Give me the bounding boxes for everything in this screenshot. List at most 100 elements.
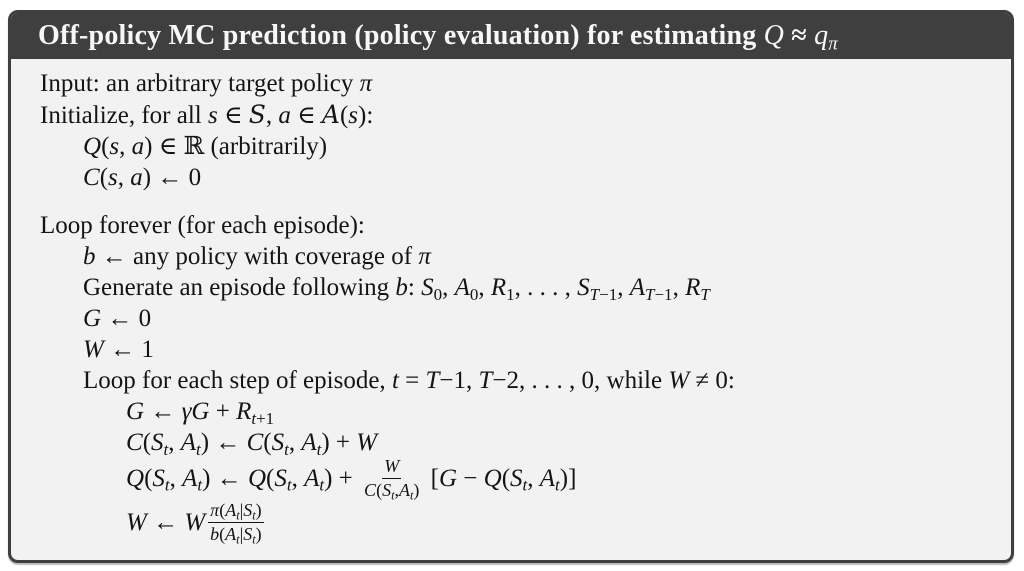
math-text: R (236, 398, 252, 425)
math-text: ( (144, 464, 153, 492)
algorithm-line-11: C(St, At) ← C(St, At) + W (11, 427, 1011, 458)
math-text: ): (358, 102, 374, 129)
math-text: S (243, 500, 253, 521)
math-text: T (478, 367, 493, 394)
math-text: π (210, 500, 220, 521)
math-text: t (522, 475, 528, 495)
math-text: A (629, 274, 645, 301)
math-text: −2, . . . , 0, while (492, 367, 669, 394)
math-text: A (454, 274, 470, 301)
algorithm-line-5: b ← any policy with coverage of π (11, 241, 1011, 272)
math-text: s (109, 133, 120, 160)
math-text: , (672, 274, 686, 301)
fraction-denominator: C(St,At) (362, 479, 421, 503)
math-text: a (131, 133, 145, 160)
math-text: T (645, 284, 655, 304)
math-text: t (391, 367, 399, 394)
math-text: G (83, 305, 102, 332)
math-text: C (364, 479, 377, 500)
math-text: s (207, 102, 218, 129)
algorithm-body: Input: an arbitrary target policy π Initi… (11, 59, 1011, 547)
math-text: S (152, 464, 165, 492)
math-text: : (407, 274, 422, 301)
math-text: Q (483, 464, 502, 492)
math-text: t (555, 475, 560, 495)
math-text: a (130, 164, 143, 191)
math-text: ) + (321, 429, 357, 456)
math-text: , (169, 464, 183, 492)
math-text: b (83, 243, 96, 270)
math-text: b (395, 274, 408, 301)
fraction-numerator: π(At|St) (208, 500, 264, 524)
algorithm-title: Off-policy MC prediction (policy evaluat… (38, 20, 838, 53)
math-text: A (321, 100, 340, 129)
math-text: A (304, 464, 320, 492)
math-text: W (384, 456, 400, 476)
math-text: Input: an arbitrary target policy (40, 70, 360, 97)
math-text: ) (255, 500, 262, 521)
math-text: ) (255, 524, 262, 545)
math-text: A (539, 464, 556, 492)
math-text: 0 (433, 284, 443, 304)
math-text: γG (181, 398, 210, 425)
algorithm-line-0: Input: an arbitrary target policy π (11, 68, 1011, 99)
math-text: W (356, 429, 378, 456)
math-text: t (197, 475, 203, 495)
math-text: + (209, 398, 237, 425)
math-text: W (184, 509, 206, 537)
fraction-numerator: W (382, 456, 402, 479)
math-text: +1 (256, 408, 275, 428)
math-text: ) ← 0 (142, 164, 202, 191)
math-text: ∈ (217, 102, 249, 129)
math-text: S (421, 274, 434, 301)
math-text: S (151, 429, 164, 456)
math-text: | (239, 500, 244, 521)
math-text: π (418, 243, 431, 270)
math-text: C (246, 429, 264, 456)
math-text: t (284, 439, 289, 459)
math-text: , (117, 164, 131, 191)
math-text: )] (559, 464, 577, 492)
math-text: | (239, 524, 244, 545)
math-text: T (700, 284, 710, 304)
math-text: Loop forever (for each episode): (40, 212, 365, 239)
math-text: , (478, 274, 491, 301)
math-text: S (510, 464, 523, 492)
math-text: t (286, 475, 292, 495)
math-text: ( (99, 164, 109, 191)
math-text: , (527, 464, 540, 492)
math-text: ≠ 0: (689, 367, 735, 394)
math-text: T (589, 284, 600, 304)
math-text: W (83, 336, 104, 363)
math-text: ( (219, 500, 226, 521)
math-text: Q (126, 464, 145, 492)
math-text: A (180, 429, 197, 456)
math-text: Loop for each step of episode, (83, 367, 392, 394)
math-text: t (252, 508, 256, 523)
algorithm-line-8: W ← 1 (11, 334, 1011, 365)
math-text: S (243, 524, 253, 545)
math-text: −1, (439, 367, 479, 394)
math-text: t (196, 439, 201, 459)
math-text: , (394, 479, 399, 500)
math-text: π (359, 70, 373, 97)
math-text: s (108, 164, 118, 191)
math-text: t (391, 488, 395, 503)
math-text: Initialize, for all (40, 102, 208, 129)
algorithm-line-3: C(s, a) ← 0 (11, 162, 1011, 193)
math-text: ← any policy with coverage of (95, 243, 419, 270)
math-text: ( (263, 429, 272, 456)
math-text: − (457, 464, 484, 492)
math-text: t (163, 439, 169, 459)
math-text: T (425, 367, 440, 394)
math-text: , (288, 429, 302, 456)
math-text: C (83, 164, 100, 191)
math-text: ) + (324, 464, 360, 492)
math-text: [ (424, 464, 439, 492)
math-text: t (236, 508, 240, 523)
algorithm-line-9: Loop for each step of episode, t = T−1, … (11, 365, 1011, 396)
math-text: , (442, 274, 455, 301)
math-text: b (210, 524, 220, 545)
algorithm-line-7: G ← 0 (11, 303, 1011, 334)
math-text: t (319, 475, 325, 495)
